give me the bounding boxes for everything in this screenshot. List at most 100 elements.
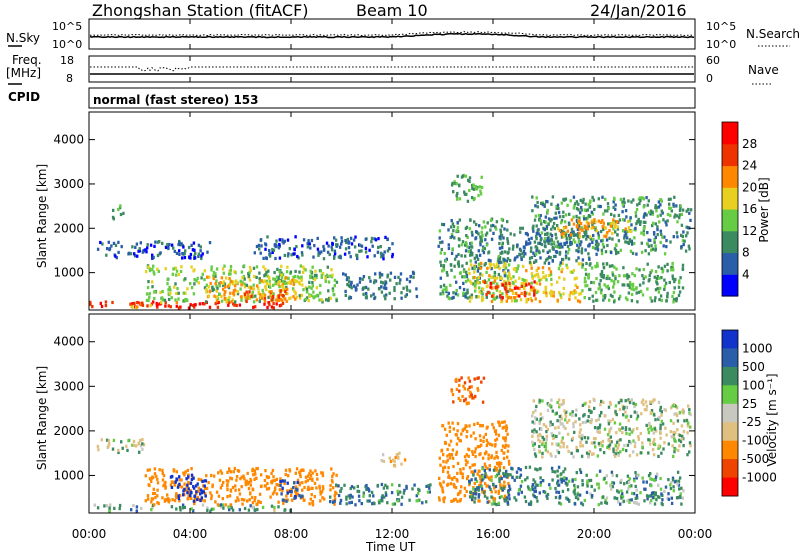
heatmap-cell (255, 265, 259, 269)
heatmap-cell (682, 243, 685, 247)
heatmap-cell (164, 304, 167, 308)
heatmap-cell (480, 185, 484, 190)
heatmap-cell (199, 245, 202, 249)
heatmap-cell (456, 293, 460, 297)
heatmap-cell (588, 205, 591, 209)
heatmap-cell (259, 500, 262, 504)
heatmap-cell (153, 290, 156, 294)
heatmap-cell (626, 443, 630, 447)
heatmap-cell (580, 247, 584, 251)
heatmap-cell (318, 298, 321, 302)
heatmap-cell (448, 452, 451, 457)
heatmap-cell (470, 478, 473, 482)
heatmap-cell (451, 448, 455, 452)
heatmap-cell (628, 240, 632, 244)
heatmap-cell (478, 253, 482, 257)
heatmap-cell (334, 238, 338, 242)
heatmap-cell (626, 273, 629, 277)
heatmap-cell (263, 478, 267, 483)
heatmap-cell (621, 447, 625, 451)
heatmap-cell (562, 210, 565, 214)
heatmap-cell (273, 270, 276, 275)
heatmap-cell (535, 252, 538, 256)
heatmap-cell (535, 196, 538, 200)
heatmap-cell (473, 270, 476, 274)
heatmap-cell (452, 190, 455, 194)
nave-tick-top: 60 (706, 54, 720, 67)
heatmap-cell (309, 269, 312, 273)
colorbar-segment (722, 252, 738, 275)
heatmap-cell (649, 296, 652, 300)
heatmap-cell (580, 250, 583, 254)
heatmap-cell (617, 451, 620, 455)
heatmap-cell (549, 256, 552, 260)
heatmap-cell (175, 269, 179, 273)
heatmap-cell (394, 455, 397, 460)
heatmap-cell (579, 222, 583, 226)
heatmap-cell (491, 443, 494, 447)
heatmap-cell (162, 474, 166, 478)
heatmap-cell (346, 276, 349, 280)
heatmap-cell (649, 494, 652, 498)
heatmap-cell (454, 486, 458, 490)
heatmap-cell (155, 304, 159, 308)
nsearch-label: N.Search (746, 27, 800, 41)
heatmap-cell (662, 218, 665, 222)
heatmap-cell (210, 265, 213, 269)
heatmap-cell (502, 466, 506, 470)
heatmap-cell (256, 503, 259, 507)
heatmap-cell (638, 268, 641, 272)
heatmap-cell (461, 429, 464, 433)
heatmap-cell (621, 431, 624, 435)
heatmap-cell (682, 444, 685, 448)
heatmap-cell (515, 245, 519, 249)
heatmap-cell (597, 204, 600, 208)
heatmap-cell (425, 484, 428, 488)
heatmap-cell (666, 269, 669, 273)
heatmap-cell (672, 202, 675, 206)
heatmap-cell (554, 495, 558, 500)
heatmap-cell (652, 453, 656, 457)
heatmap-cell (272, 294, 275, 299)
heatmap-cell (244, 295, 247, 299)
heatmap-cell (456, 226, 460, 230)
heatmap-cell (467, 447, 470, 451)
heatmap-cell (495, 276, 499, 280)
heatmap-cell (511, 299, 514, 303)
heatmap-cell (413, 483, 416, 487)
heatmap-cell (669, 213, 672, 218)
heatmap-cell (132, 443, 136, 447)
heatmap-cell (252, 305, 255, 309)
heatmap-cell (602, 294, 605, 298)
heatmap-cell (492, 275, 495, 279)
heatmap-cell (381, 453, 385, 457)
heatmap-cell (408, 289, 412, 293)
heatmap-cell (304, 475, 308, 479)
heatmap-cell (318, 486, 321, 490)
heatmap-cell (671, 444, 674, 448)
heatmap-cell (532, 224, 535, 228)
heatmap-cell (225, 297, 228, 301)
heatmap-cell (229, 489, 233, 493)
heatmap-cell (106, 247, 109, 251)
heatmap-cell (456, 436, 460, 440)
heatmap-cell (382, 257, 385, 261)
heatmap-cell (667, 497, 671, 501)
heatmap-cell (545, 430, 548, 434)
heatmap-cell (173, 249, 176, 253)
heatmap-cell (574, 495, 578, 500)
heatmap-cell (384, 281, 388, 285)
heatmap-cell (364, 246, 368, 250)
heatmap-cell (558, 419, 562, 423)
heatmap-cell (654, 206, 657, 210)
heatmap-cell (524, 294, 527, 298)
heatmap-cell (249, 504, 252, 508)
heatmap-cell (236, 292, 240, 296)
heatmap-cell (294, 491, 298, 495)
heatmap-cell (213, 294, 216, 298)
heatmap-cell (311, 284, 314, 288)
heatmap-cell (677, 285, 681, 289)
heatmap-cell (135, 242, 139, 246)
heatmap-cell (610, 222, 613, 226)
heatmap-cell (643, 226, 646, 230)
